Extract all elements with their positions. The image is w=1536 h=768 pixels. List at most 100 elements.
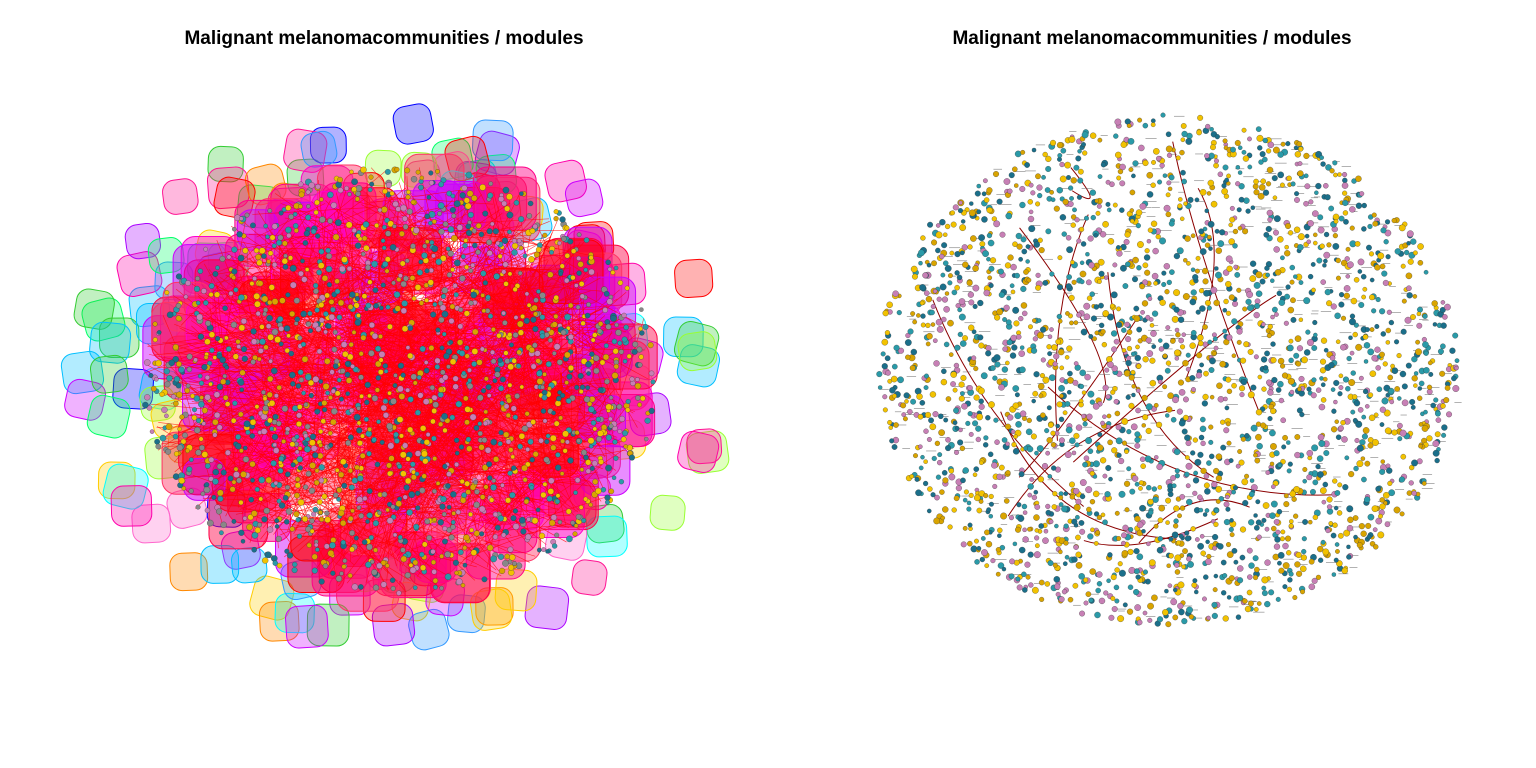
network-node — [1241, 478, 1249, 486]
network-node — [947, 524, 953, 530]
network-node — [267, 250, 274, 256]
network-edge — [347, 208, 429, 377]
network-node — [497, 515, 504, 522]
network-node — [1196, 129, 1202, 136]
network-node — [1307, 339, 1314, 347]
network-node — [555, 493, 561, 499]
network-node — [960, 541, 967, 548]
network-node — [1141, 300, 1149, 307]
network-node — [1312, 479, 1319, 486]
network-node — [428, 180, 435, 186]
network-node — [540, 491, 547, 498]
network-node — [263, 223, 268, 229]
network-edge — [1019, 227, 1107, 403]
network-node — [554, 498, 561, 505]
network-node — [1136, 553, 1144, 561]
network-node — [356, 427, 363, 434]
network-node — [1014, 392, 1020, 398]
network-node — [1027, 526, 1032, 532]
network-node — [321, 275, 329, 282]
network-node — [468, 268, 474, 274]
network-node — [523, 498, 530, 505]
network-node — [564, 313, 571, 321]
network-node — [442, 221, 449, 227]
network-node — [461, 185, 468, 192]
network-node — [1379, 422, 1385, 427]
network-node — [1320, 358, 1327, 365]
network-node — [1079, 610, 1085, 617]
network-edge — [365, 250, 622, 349]
network-node — [621, 312, 627, 318]
network-node — [371, 333, 379, 340]
network-node — [619, 415, 626, 422]
network-edge — [443, 274, 522, 337]
network-node — [337, 176, 344, 183]
network-node — [1226, 173, 1231, 179]
network-node — [292, 561, 298, 568]
network-node — [1050, 139, 1057, 146]
network-node — [572, 531, 578, 537]
network-node — [347, 468, 353, 474]
network-node — [152, 337, 158, 343]
network-node — [574, 283, 579, 288]
network-node — [1360, 273, 1367, 280]
network-node — [1353, 399, 1361, 407]
network-node — [542, 481, 548, 487]
network-node — [1006, 295, 1012, 301]
network-node — [1349, 206, 1356, 213]
network-node — [306, 204, 311, 209]
network-node — [271, 298, 279, 305]
network-node — [1279, 182, 1285, 188]
network-node — [518, 270, 523, 276]
network-edge — [323, 367, 491, 376]
network-node — [447, 226, 455, 233]
network-node — [1066, 345, 1073, 352]
network-node — [327, 218, 333, 224]
network-node — [1106, 578, 1111, 584]
network-node — [636, 346, 643, 353]
network-node — [1113, 584, 1120, 591]
network-node — [1149, 379, 1157, 387]
network-node — [511, 238, 517, 244]
network-node — [467, 378, 472, 383]
network-node — [505, 497, 512, 504]
network-node — [935, 247, 941, 254]
network-node — [366, 488, 373, 494]
network-node — [234, 443, 242, 450]
network-edge — [246, 286, 316, 425]
network-node — [1021, 248, 1028, 255]
network-node — [341, 256, 348, 263]
network-node — [1265, 181, 1272, 187]
network-node — [330, 388, 336, 394]
network-node — [962, 526, 968, 531]
network-node — [344, 185, 350, 191]
network-node — [1032, 586, 1039, 594]
network-node — [925, 341, 931, 347]
network-node — [1069, 437, 1076, 444]
network-node — [553, 313, 559, 319]
network-node — [1051, 465, 1057, 471]
network-node — [578, 281, 585, 287]
network-node — [1002, 317, 1008, 323]
network-node — [617, 429, 623, 434]
network-node — [173, 400, 179, 407]
network-node — [371, 395, 379, 402]
network-node — [1212, 332, 1217, 338]
network-node — [1260, 356, 1268, 363]
network-node — [346, 266, 352, 272]
network-node — [603, 290, 610, 297]
network-node — [328, 443, 334, 448]
network-node — [1390, 363, 1395, 369]
network-node — [611, 372, 619, 379]
network-node — [934, 440, 940, 447]
network-node — [199, 444, 205, 451]
network-node — [1290, 317, 1297, 323]
network-node — [237, 254, 245, 262]
network-node — [1005, 212, 1013, 220]
network-node — [290, 381, 296, 387]
network-node — [1033, 514, 1040, 521]
network-node — [935, 223, 941, 228]
network-node — [337, 509, 345, 517]
network-node — [557, 390, 562, 395]
community-hull — [89, 354, 129, 394]
